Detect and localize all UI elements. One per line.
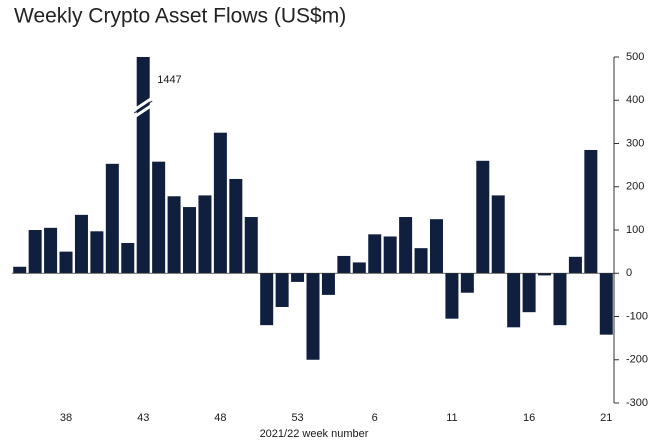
bar	[291, 273, 305, 282]
bar	[429, 219, 443, 274]
bar	[507, 273, 521, 328]
bar	[522, 273, 536, 313]
x-tick-label: 16	[523, 412, 535, 424]
bar	[213, 132, 227, 274]
bar	[198, 195, 212, 274]
bar	[44, 227, 58, 274]
y-tick-label: 400	[626, 94, 644, 106]
bar	[584, 149, 598, 274]
bar	[74, 214, 88, 274]
x-tick-label: 53	[291, 412, 303, 424]
bar	[152, 161, 166, 274]
bar	[59, 251, 73, 274]
bar	[352, 262, 366, 274]
bar	[599, 273, 613, 335]
bar	[244, 217, 258, 274]
y-tick-label: -300	[626, 397, 648, 409]
x-tick-label: 48	[214, 412, 226, 424]
bar	[460, 273, 474, 293]
axis-break	[133, 103, 154, 119]
bar	[229, 178, 243, 274]
bar	[337, 255, 351, 274]
bar	[383, 236, 397, 274]
y-tick-label: 500	[626, 51, 644, 63]
x-tick-label: 21	[600, 412, 612, 424]
bar	[445, 273, 459, 319]
bar	[414, 248, 428, 274]
bar	[260, 273, 274, 326]
y-tick-label: 200	[626, 181, 644, 193]
bar	[538, 273, 552, 276]
bar	[553, 273, 567, 326]
bar	[167, 196, 181, 274]
bar	[306, 273, 320, 360]
bar	[275, 273, 289, 307]
x-tick-label: 6	[372, 412, 378, 424]
x-tick-label: 38	[60, 412, 72, 424]
y-tick-label: 300	[626, 137, 644, 149]
chart-title: Weekly Crypto Asset Flows (US$m)	[14, 5, 346, 28]
x-tick-label: 11	[446, 412, 457, 424]
axis-break	[133, 96, 154, 112]
value-label: 1447	[157, 74, 181, 86]
bar	[183, 207, 197, 274]
bar	[121, 242, 135, 274]
bar	[476, 160, 490, 274]
y-tick-label: -100	[626, 310, 648, 322]
y-tick-label: 100	[626, 224, 644, 236]
bar	[368, 234, 382, 274]
x-tick-label: 43	[137, 412, 149, 424]
bar	[568, 256, 582, 274]
bar	[491, 195, 505, 274]
y-tick-label: -200	[626, 354, 648, 366]
bar	[105, 163, 119, 274]
bar	[13, 266, 27, 274]
y-tick-label: 0	[626, 267, 632, 279]
x-axis-label: 2021/22 week number	[260, 428, 369, 440]
bar	[136, 57, 150, 274]
bar	[28, 230, 42, 274]
bar	[90, 231, 104, 274]
axis-break	[133, 100, 153, 114]
bar	[321, 273, 335, 295]
bar	[399, 217, 413, 274]
